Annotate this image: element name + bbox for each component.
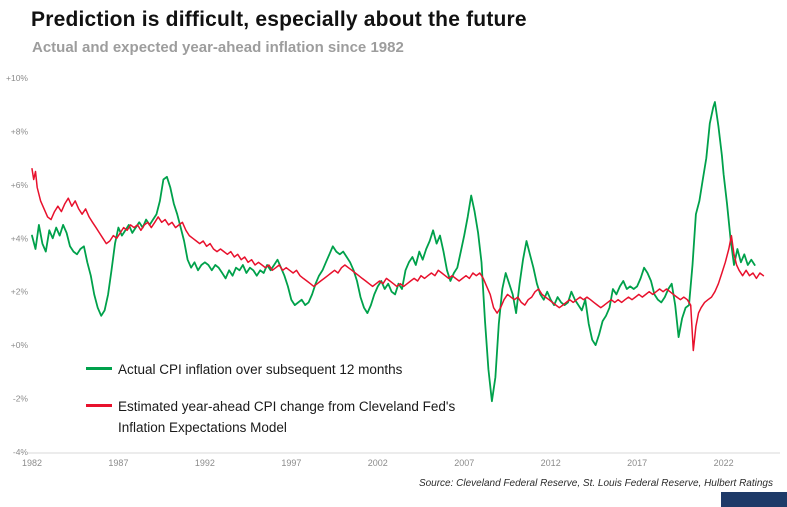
actual-series-swatch bbox=[86, 367, 112, 370]
actual-cpi-line bbox=[31, 101, 756, 403]
expected-series-label-line1: Estimated year-ahead CPI change from Cle… bbox=[118, 398, 456, 414]
page-title: Prediction is difficult, especially abou… bbox=[31, 8, 527, 31]
x-tick-label: 2012 bbox=[541, 458, 561, 468]
x-tick-label: 2017 bbox=[627, 458, 647, 468]
x-tick-label: 1997 bbox=[281, 458, 301, 468]
y-tick-label: -4% bbox=[13, 447, 29, 457]
source-note: Source: Cleveland Federal Reserve, St. L… bbox=[418, 478, 773, 489]
x-tick-label: 2022 bbox=[714, 458, 734, 468]
x-tick-label: 1992 bbox=[195, 458, 215, 468]
legend-item-expected: Estimated year-ahead CPI change from Cle… bbox=[86, 397, 455, 439]
y-tick-label: +8% bbox=[11, 126, 29, 136]
expected-cpi-line bbox=[31, 168, 765, 352]
x-tick-label: 2007 bbox=[454, 458, 474, 468]
watermark-block bbox=[721, 492, 787, 507]
x-tick-label: 1987 bbox=[108, 458, 128, 468]
y-tick-label: +10% bbox=[6, 73, 28, 83]
x-tick-label: 2002 bbox=[368, 458, 388, 468]
expected-series-label-line2: Inflation Expectations Model bbox=[118, 419, 287, 435]
y-tick-label: +6% bbox=[11, 180, 29, 190]
y-tick-label: +4% bbox=[11, 233, 29, 243]
expected-series-label: Estimated year-ahead CPI change from Cle… bbox=[118, 397, 455, 439]
y-tick-label: +0% bbox=[11, 340, 29, 350]
y-tick-label: +2% bbox=[11, 287, 29, 297]
actual-series-label: Actual CPI inflation over subsequent 12 … bbox=[118, 360, 402, 381]
legend-item-actual: Actual CPI inflation over subsequent 12 … bbox=[86, 360, 455, 381]
actual-series-label-text: Actual CPI inflation over subsequent 12 … bbox=[118, 362, 403, 377]
x-tick-label: 1982 bbox=[22, 458, 42, 468]
chart-subtitle: Actual and expected year-ahead inflation… bbox=[32, 39, 404, 56]
expected-series-swatch bbox=[86, 403, 112, 407]
y-tick-label: -2% bbox=[13, 394, 29, 404]
chart-legend: Actual CPI inflation over subsequent 12 … bbox=[86, 360, 455, 455]
